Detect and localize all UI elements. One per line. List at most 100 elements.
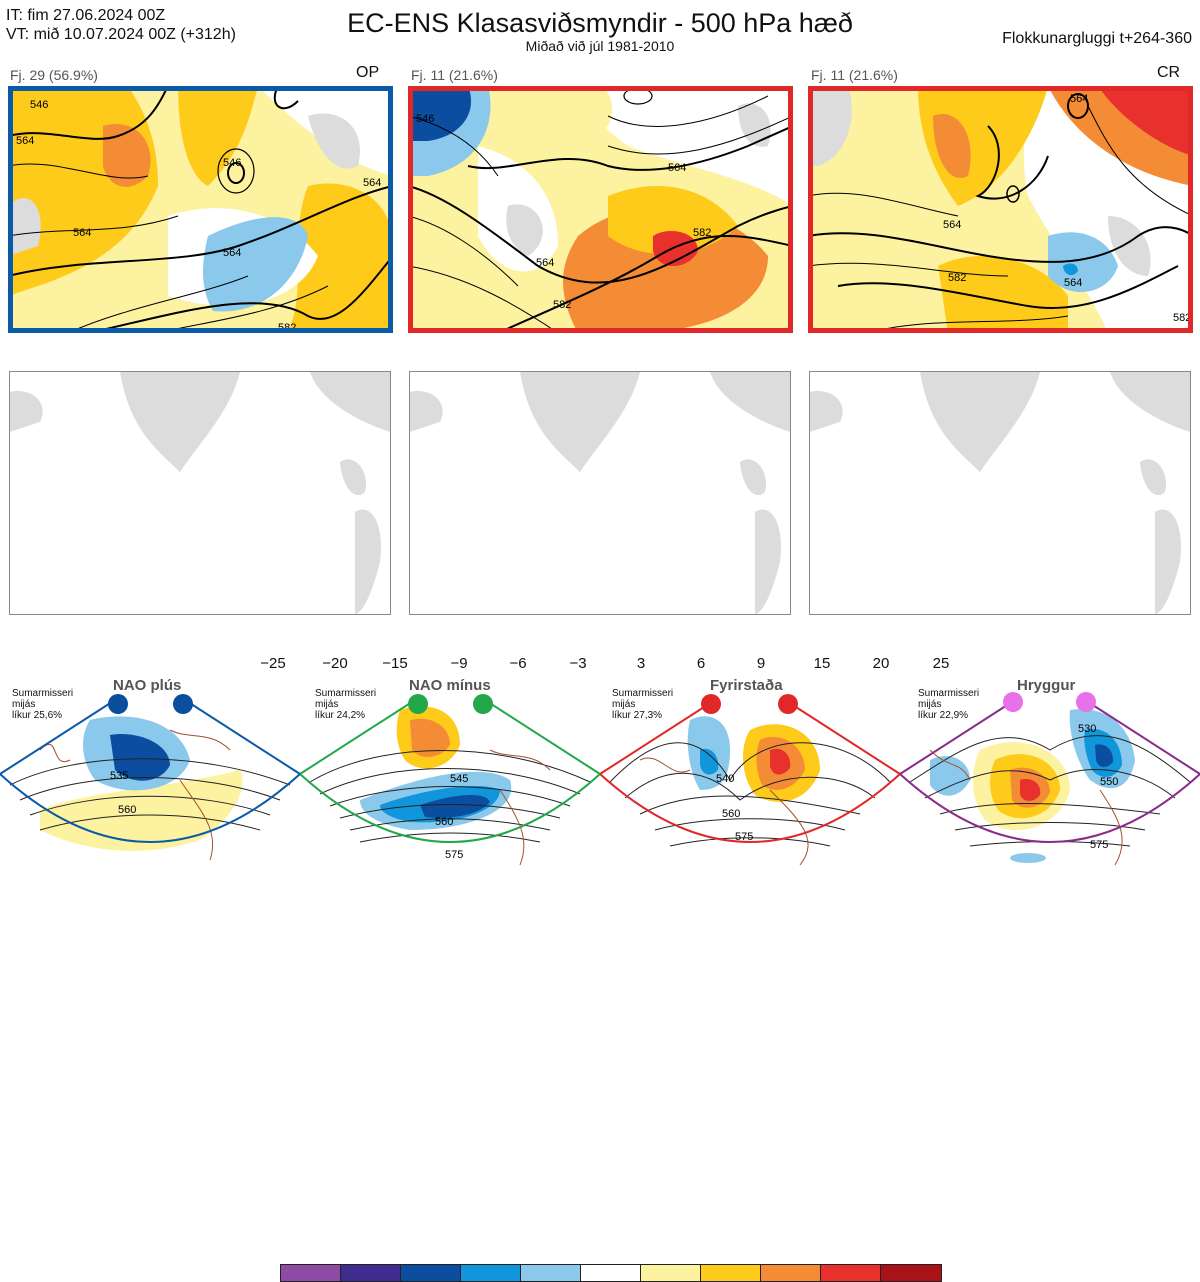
- contour-label: 564: [536, 257, 554, 269]
- colorbar-tick: 20: [872, 655, 890, 672]
- regime-2-title: NAO mínus: [409, 677, 491, 694]
- colorbar-cell: [640, 1264, 701, 1282]
- contour-label: 564: [1070, 93, 1088, 105]
- regime-3-info: Sumarmisseri mijás líkur 27,3%: [612, 688, 673, 721]
- regime-4-map: 530 550 575: [900, 692, 1200, 871]
- page-title: EC-ENS Klasasviðsmyndir - 500 hPa hæð: [347, 8, 853, 38]
- regime-mean: mijás: [315, 699, 339, 710]
- regime-probability: líkur 25,6%: [12, 710, 63, 721]
- contour-label: 582: [1173, 312, 1191, 324]
- contour-label: 530: [1078, 723, 1096, 735]
- regime-3-dot-left: [701, 694, 721, 714]
- contour-label: 575: [1090, 839, 1108, 851]
- colorbar-tick: 25: [932, 655, 950, 672]
- regime-1-info: Sumarmisseri mijás líkur 25,6%: [12, 688, 73, 721]
- colorbar-cell: [880, 1264, 942, 1282]
- contour-label: 535: [110, 770, 128, 782]
- cluster-1-map: 546 564 546 564 564 564 582: [8, 86, 393, 333]
- regime-season: Sumarmisseri: [12, 688, 74, 699]
- contour-label: 575: [445, 849, 463, 861]
- contour-label: 564: [363, 177, 381, 189]
- contour-label: 575: [735, 831, 753, 843]
- colorbar-tick: −9: [450, 655, 468, 672]
- contour-label: 564: [943, 219, 961, 231]
- regime-2-dot-right: [473, 694, 493, 714]
- cluster-3-tag: CR: [1157, 64, 1181, 81]
- regime-2-dot-left: [408, 694, 428, 714]
- contour-label: 560: [118, 804, 136, 816]
- contour-label: 545: [450, 773, 468, 785]
- cluster-2-frame: [408, 86, 793, 333]
- run-info: IT: fim 27.06.2024 00Z VT: mið 10.07.202…: [6, 6, 236, 44]
- colorbar-cell: [340, 1264, 401, 1282]
- colorbar: [280, 632, 942, 1282]
- colorbar-cell: [760, 1264, 821, 1282]
- contour-label: 582: [693, 227, 711, 239]
- colorbar-cell: [400, 1264, 461, 1282]
- empty-map-1: [9, 371, 391, 615]
- colorbar-cell: [520, 1264, 581, 1282]
- colorbar-tick: 3: [636, 655, 646, 672]
- regime-4-title: Hryggur: [1017, 677, 1076, 694]
- regime-2-map: 545 560 575: [300, 694, 600, 871]
- colorbar-cell: [580, 1264, 641, 1282]
- regime-3-map: 540 560 575: [600, 694, 900, 871]
- colorbar-tick: 9: [756, 655, 766, 672]
- regime-1-title: NAO plús: [113, 677, 182, 694]
- contour-label: 564: [223, 247, 241, 259]
- colorbar-tick: −15: [382, 655, 408, 672]
- contour-label: 546: [30, 99, 48, 111]
- cluster-1-tag: OP: [356, 64, 380, 81]
- cluster-1-label: Fj. 29 (56.9%): [10, 67, 98, 83]
- contour-label: 564: [668, 162, 686, 174]
- empty-map-3: [809, 371, 1191, 615]
- regime-2-info: Sumarmisseri mijás líkur 24,2%: [315, 688, 376, 721]
- contour-label: 546: [416, 113, 434, 125]
- regime-probability: líkur 22,9%: [918, 710, 969, 721]
- regime-season: Sumarmisseri: [315, 688, 377, 699]
- colorbar-tick: 6: [696, 655, 706, 672]
- colorbar-cell: [460, 1264, 521, 1282]
- colorbar-tick: −20: [322, 655, 348, 672]
- colorbar-cell: [820, 1264, 881, 1282]
- regime-3-dot-right: [778, 694, 798, 714]
- regime-4-dot-left: [1003, 692, 1023, 712]
- colorbar-cell: [700, 1264, 761, 1282]
- contour-label: 546: [223, 157, 241, 169]
- contour-label: 582: [278, 322, 296, 333]
- regime-4-info: Sumarmisseri mijás líkur 22,9%: [918, 688, 979, 721]
- regime-mean: mijás: [612, 699, 636, 710]
- initial-time: IT: fim 27.06.2024 00Z: [6, 7, 166, 24]
- contour-label: 550: [1100, 776, 1118, 788]
- page-subtitle: Miðað við júl 1981-2010: [525, 38, 675, 54]
- contour-label: 540: [716, 773, 734, 785]
- cluster-3-map: 564 564 564 582 582: [808, 86, 1193, 333]
- contour-label: 560: [722, 808, 740, 820]
- valid-time: VT: mið 10.07.2024 00Z (+312h): [6, 26, 236, 43]
- contour-label: 564: [16, 135, 34, 147]
- contour-label: 582: [553, 299, 571, 311]
- regime-1-dot-left: [108, 694, 128, 714]
- regime-1-dot-right: [173, 694, 193, 714]
- colorbar-tick: −6: [509, 655, 527, 672]
- regime-probability: líkur 27,3%: [612, 710, 663, 721]
- regime-3-title: Fyrirstaða: [710, 677, 783, 694]
- cluster-1-frame: [8, 86, 393, 333]
- cluster-2-label: Fj. 11 (21.6%): [411, 67, 498, 83]
- regime-probability: líkur 24,2%: [315, 710, 366, 721]
- empty-map-2: [409, 371, 791, 615]
- regime-4-dot-right: [1076, 692, 1096, 712]
- cluster-3-frame: [808, 86, 1193, 333]
- contour-label: 564: [73, 227, 91, 239]
- cluster-2-map: 546 564 564 582 582: [408, 86, 793, 333]
- cluster-3-label: Fj. 11 (21.6%): [811, 67, 898, 83]
- clustering-window: Flokkunargluggi t+264-360: [1002, 30, 1192, 47]
- colorbar-tick: −25: [260, 655, 286, 672]
- colorbar-cell: [280, 1264, 341, 1282]
- colorbar-tick: −3: [569, 655, 587, 672]
- contour-label: 582: [948, 272, 966, 284]
- contour-label: 564: [1064, 277, 1082, 289]
- regime-season: Sumarmisseri: [612, 688, 674, 699]
- regime-mean: mijás: [12, 699, 36, 710]
- regime-1-map: 535 560: [0, 694, 300, 871]
